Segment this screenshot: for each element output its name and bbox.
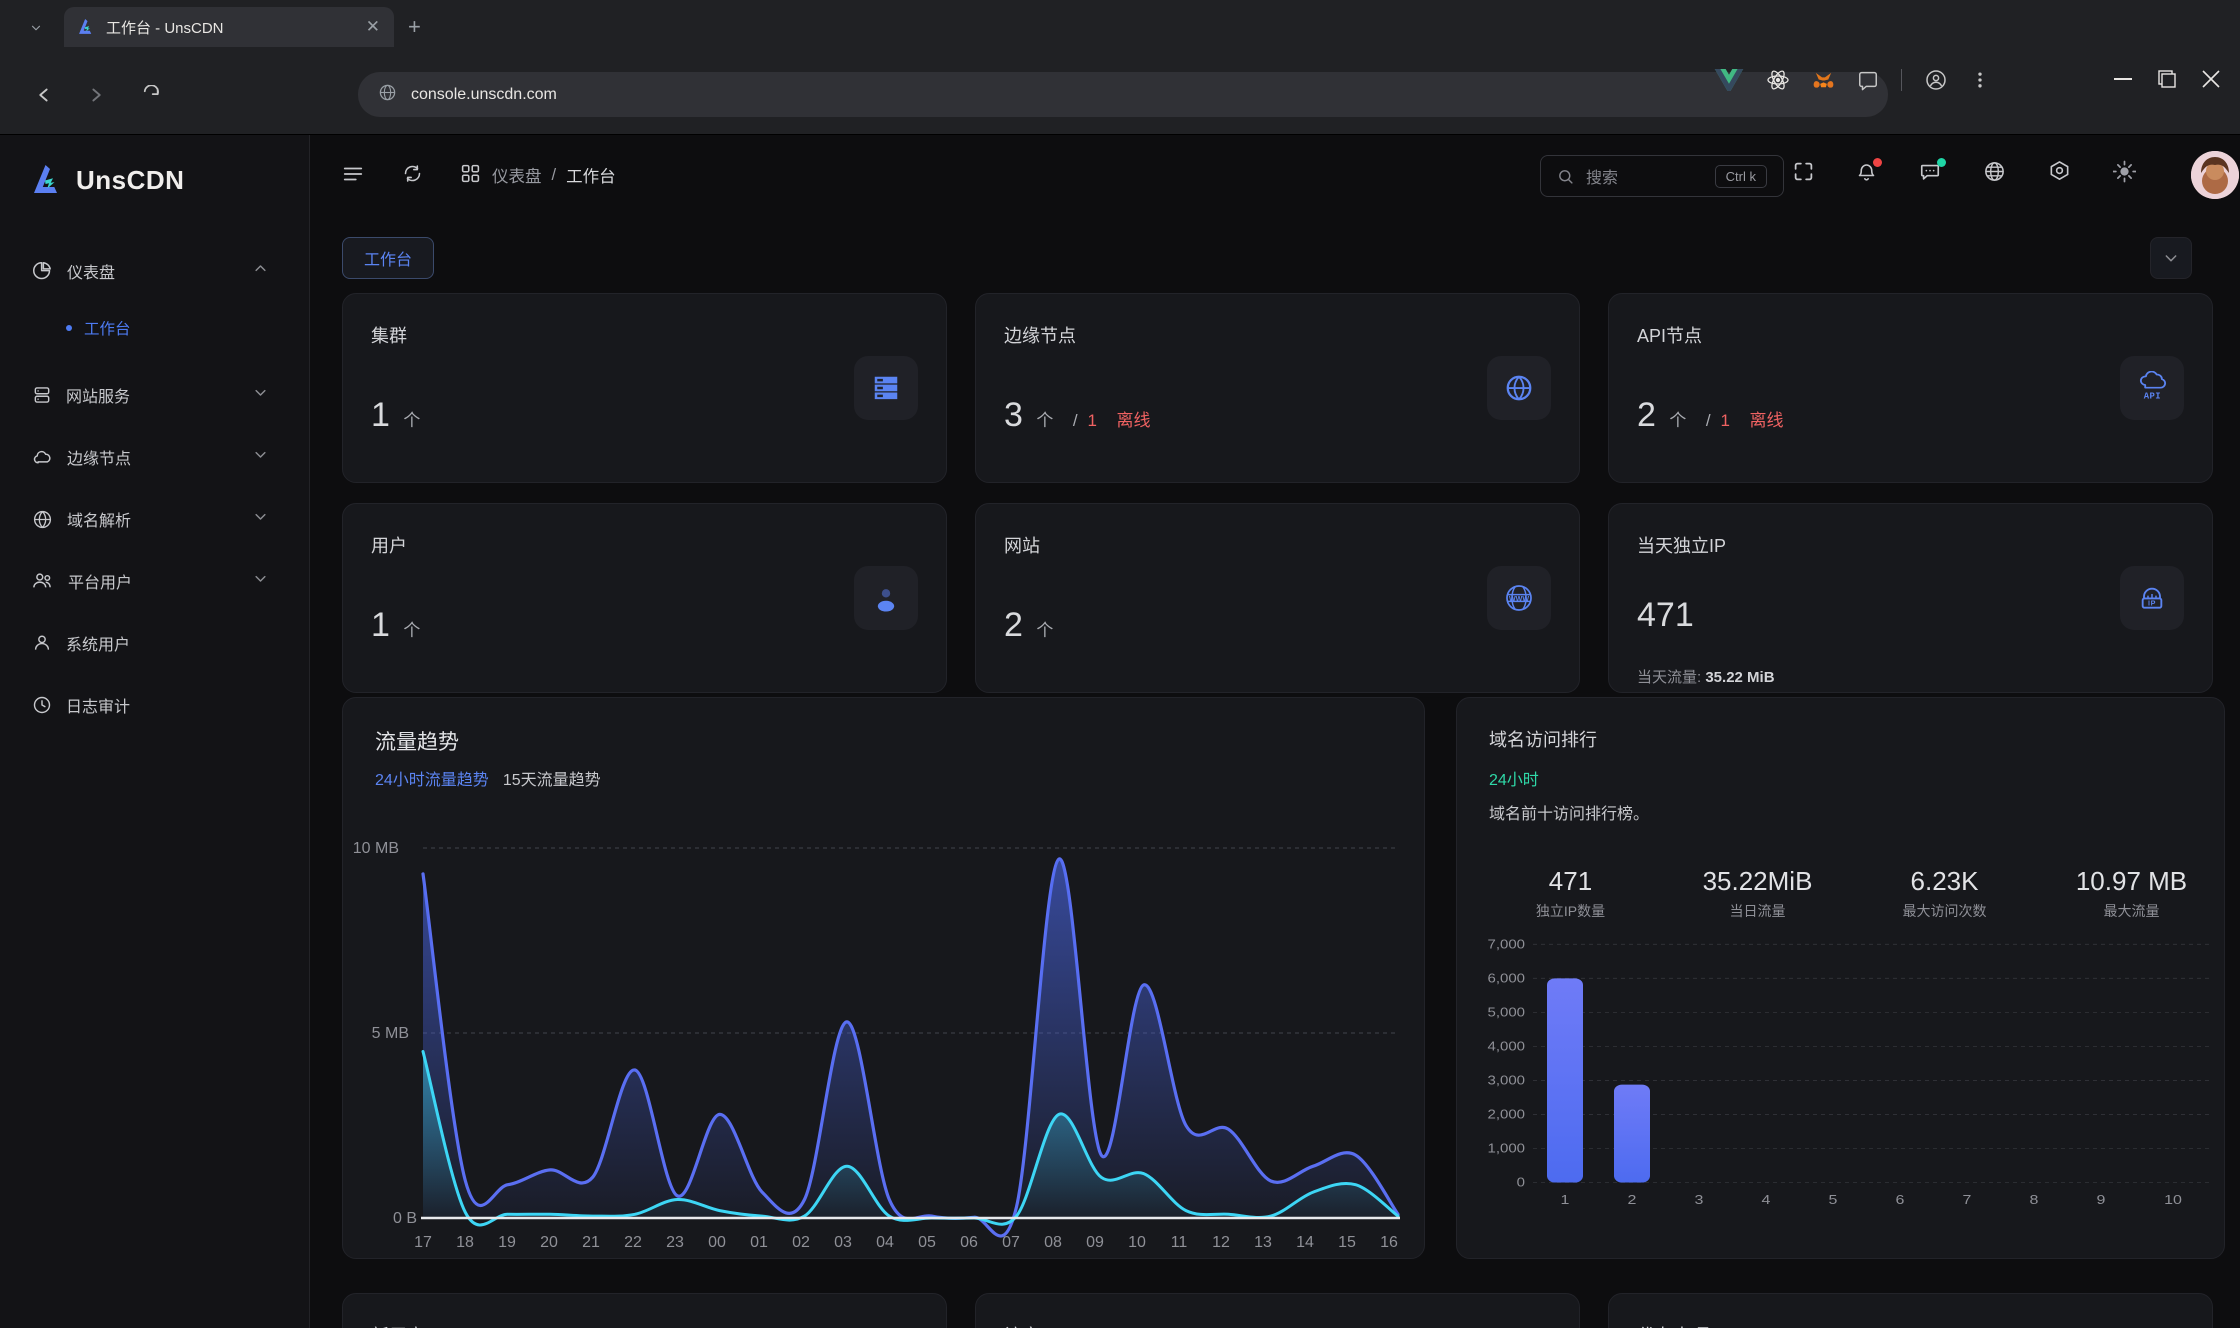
svg-text:10 MB: 10 MB <box>353 840 399 857</box>
svg-text:19: 19 <box>498 1234 516 1251</box>
svg-text:11: 11 <box>1171 1234 1188 1251</box>
svg-text:2,000: 2,000 <box>1488 1108 1526 1122</box>
svg-text:14: 14 <box>1296 1234 1314 1251</box>
svg-text:4: 4 <box>1762 1193 1771 1207</box>
svg-text:0 B: 0 B <box>393 1210 417 1227</box>
svg-text:18: 18 <box>456 1234 474 1251</box>
svg-text:1: 1 <box>1561 1193 1570 1207</box>
svg-text:01: 01 <box>750 1234 768 1251</box>
svg-text:4,000: 4,000 <box>1488 1040 1526 1054</box>
svg-text:IP: IP <box>2148 599 2156 608</box>
svg-text:3,000: 3,000 <box>1488 1074 1526 1088</box>
svg-text:6: 6 <box>1896 1193 1905 1207</box>
svg-text:03: 03 <box>834 1234 852 1251</box>
svg-text:8: 8 <box>2030 1193 2039 1207</box>
svg-text:17: 17 <box>414 1234 432 1251</box>
svg-text:API: API <box>2144 391 2161 401</box>
svg-text:05: 05 <box>918 1234 936 1251</box>
svg-text:2: 2 <box>1628 1193 1637 1207</box>
svg-text:02: 02 <box>792 1234 810 1251</box>
svg-text:00: 00 <box>708 1234 726 1251</box>
svg-text:5 MB: 5 MB <box>372 1025 409 1042</box>
svg-text:15: 15 <box>1338 1234 1356 1251</box>
svg-text:04: 04 <box>876 1234 894 1251</box>
svg-text:7: 7 <box>1963 1193 1972 1207</box>
svg-text:08: 08 <box>1044 1234 1062 1251</box>
svg-text:5: 5 <box>1829 1193 1838 1207</box>
svg-text:3: 3 <box>1695 1193 1704 1207</box>
svg-text:7,000: 7,000 <box>1488 938 1526 952</box>
svg-text:10: 10 <box>1128 1234 1146 1251</box>
svg-text:16: 16 <box>1380 1234 1398 1251</box>
svg-text:23: 23 <box>666 1234 684 1251</box>
svg-text:6,000: 6,000 <box>1488 972 1526 986</box>
svg-text:09: 09 <box>1086 1234 1104 1251</box>
svg-text:20: 20 <box>540 1234 558 1251</box>
svg-text:22: 22 <box>624 1234 642 1251</box>
svg-text:1,000: 1,000 <box>1488 1142 1526 1156</box>
svg-text:9: 9 <box>2097 1193 2106 1207</box>
svg-text:10: 10 <box>2164 1193 2182 1207</box>
svg-text:WWW: WWW <box>1509 596 1529 603</box>
svg-text:13: 13 <box>1254 1234 1272 1251</box>
svg-text:0: 0 <box>1517 1176 1526 1190</box>
svg-text:5,000: 5,000 <box>1488 1006 1526 1020</box>
svg-text:07: 07 <box>1002 1234 1020 1251</box>
svg-text:21: 21 <box>582 1234 600 1251</box>
svg-text:06: 06 <box>960 1234 978 1251</box>
svg-text:12: 12 <box>1212 1234 1230 1251</box>
